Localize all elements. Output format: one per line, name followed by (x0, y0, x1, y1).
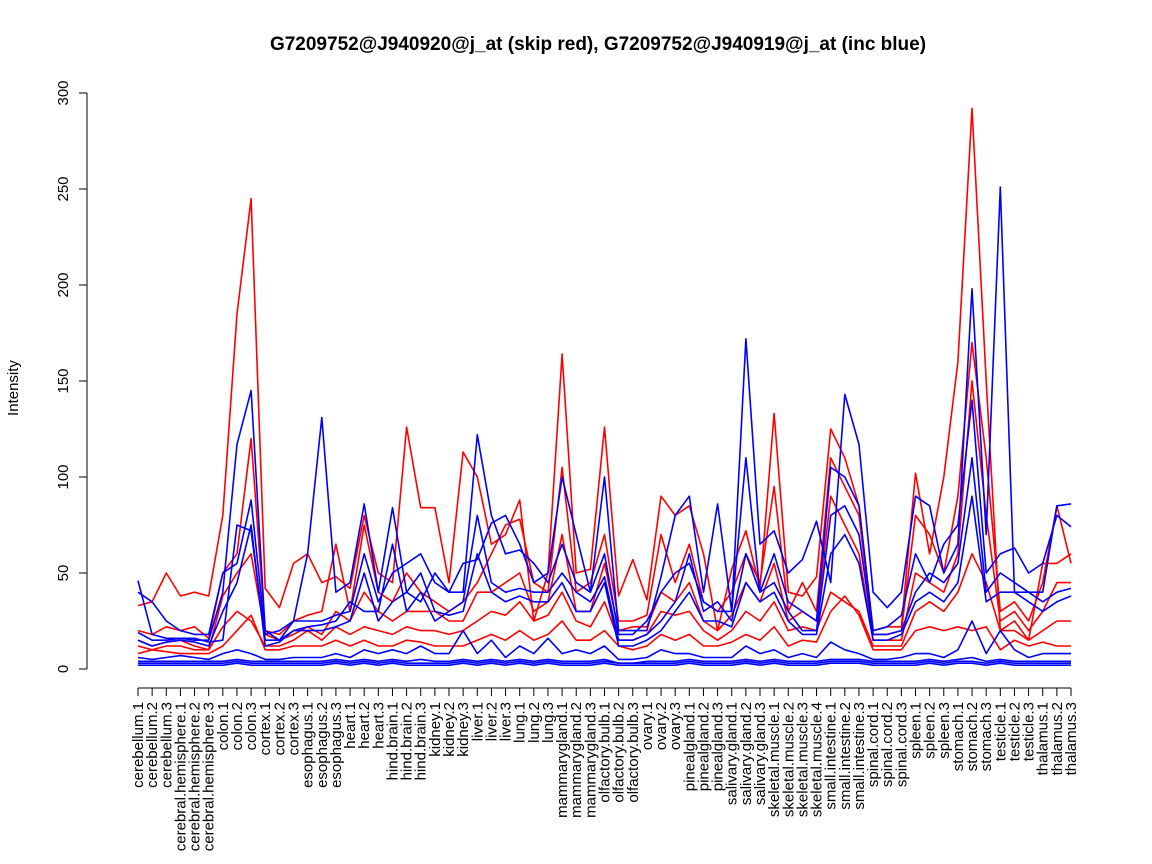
x-tick-label: olfactory.bulb.3 (625, 702, 642, 803)
x-tick-label: esophagus.3 (328, 702, 345, 788)
x-tick-label: heart.2 (356, 702, 373, 749)
series-line-skip-1 (137, 107, 1072, 642)
x-tick-label: mammarygland.3 (582, 702, 599, 818)
x-tick-label: cerebellum.2 (144, 702, 161, 788)
series-line-inc-11 (138, 656, 1071, 665)
x-tick-label: cortex.1 (257, 702, 274, 755)
series-line-skip-5 (137, 595, 1071, 655)
x-tick-label: colon.2 (229, 702, 246, 750)
x-tick-label: kidney.1 (427, 702, 444, 757)
x-tick-label: liver.3 (498, 702, 515, 741)
x-tick-label: cerebral.hemisphere.1 (172, 702, 189, 851)
x-tick-label: lung.3 (540, 702, 557, 743)
x-tick-label: hind.brain.3 (413, 702, 430, 780)
x-tick-label: thalamus.2 (1049, 702, 1066, 775)
series-line-inc-9 (137, 495, 1072, 647)
y-tick-label: 0 (55, 665, 72, 673)
y-tick-label: 100 (55, 464, 72, 489)
x-tick-label: spinal.cord.1 (865, 702, 882, 787)
x-tick-label: spleen.2 (922, 702, 939, 759)
series-line-skip-4 (137, 552, 1071, 651)
series-line-skip-3 (137, 380, 1071, 651)
y-tick-label: 200 (55, 272, 72, 297)
x-tick-label: cortex.3 (286, 702, 303, 755)
x-tick-label: olfactory.bulb.1 (597, 702, 614, 803)
x-tick-label: cerebellum.1 (130, 702, 147, 788)
x-tick-label: spleen.1 (908, 702, 925, 759)
x-tick-label: heart.3 (370, 702, 387, 749)
x-tick-label: mammarygland.2 (568, 702, 585, 818)
x-tick-label: testicle.1 (992, 702, 1009, 761)
x-tick-label: testicle.3 (1021, 702, 1038, 761)
x-tick-label: ovary.3 (667, 702, 684, 750)
x-tick-label: stomach.1 (950, 702, 967, 771)
x-tick-label: lung.2 (526, 702, 543, 743)
y-tick-label: 250 (55, 176, 72, 201)
x-tick-label: spinal.cord.2 (879, 702, 896, 787)
x-tick-label: cerebral.hemisphere.3 (201, 702, 218, 851)
x-tick-label: skeletal.muscle.1 (766, 702, 783, 817)
x-tick-label: small.intestine.3 (851, 702, 868, 810)
series-line-inc-6 (137, 186, 1072, 642)
x-tick-label: skeletal.muscle.4 (809, 702, 826, 817)
series-line-inc-12 (138, 660, 1071, 665)
series-line-inc-7 (137, 399, 1072, 636)
y-tick-label: 50 (55, 565, 72, 582)
x-tick-label: olfactory.bulb.2 (611, 702, 628, 803)
x-tick-label: pinealgland.1 (681, 702, 698, 791)
x-tick-label: hind.brain.1 (384, 702, 401, 780)
y-tick-label: 150 (55, 368, 72, 393)
x-axis: cerebellum.1cerebellum.2cerebellum.3cere… (130, 687, 1080, 851)
chart-title: G7209752@J940920@j_at (skip red), G72097… (270, 34, 926, 55)
x-tick-label: stomach.3 (978, 702, 995, 771)
x-tick-label: colon.1 (215, 702, 232, 750)
x-tick-label: salivary.gland.3 (752, 702, 769, 805)
y-axis-label: Intensity (5, 360, 22, 416)
x-tick-label: mammarygland.1 (554, 702, 571, 818)
y-axis: 0 50 100 150 200 250 300 (55, 80, 88, 673)
x-tick-label: pinealgland.3 (710, 702, 727, 791)
x-tick-label: cortex.2 (271, 702, 288, 755)
x-tick-label: spleen.3 (936, 702, 953, 759)
x-tick-label: small.intestine.2 (837, 702, 854, 810)
x-tick-label: liver.2 (483, 702, 500, 741)
y-tick-label: 300 (55, 80, 72, 105)
x-tick-label: cerebral.hemisphere.2 (187, 702, 204, 851)
series-lines (137, 107, 1072, 667)
x-tick-label: kidney.2 (441, 702, 458, 757)
x-tick-label: small.intestine.1 (823, 702, 840, 810)
x-tick-label: colon.3 (243, 702, 260, 750)
x-tick-label: stomach.2 (964, 702, 981, 771)
x-tick-label: ovary.2 (653, 702, 670, 750)
x-tick-label: pinealgland.2 (695, 702, 712, 791)
x-tick-label: testicle.2 (1006, 702, 1023, 761)
x-tick-label: heart.1 (342, 702, 359, 749)
x-tick-label: kidney.3 (455, 702, 472, 757)
x-tick-label: ovary.1 (639, 702, 656, 750)
x-tick-label: esophagus.2 (314, 702, 331, 788)
x-tick-label: cerebellum.3 (158, 702, 175, 788)
x-tick-label: thalamus.3 (1063, 702, 1080, 775)
x-tick-label: thalamus.1 (1035, 702, 1052, 775)
x-tick-label: spinal.cord.3 (893, 702, 910, 787)
series-line-inc-13 (138, 662, 1071, 667)
x-tick-label: salivary.gland.1 (724, 702, 741, 805)
x-tick-label: hind.brain.2 (399, 702, 416, 780)
series-line-inc-10 (137, 620, 1071, 661)
x-tick-label: lung.1 (512, 702, 529, 743)
x-tick-label: esophagus.1 (300, 702, 317, 788)
x-tick-label: salivary.gland.2 (738, 702, 755, 805)
x-tick-label: liver.1 (469, 702, 486, 741)
x-tick-label: skeletal.muscle.3 (794, 702, 811, 817)
x-tick-label: skeletal.muscle.2 (780, 702, 797, 817)
